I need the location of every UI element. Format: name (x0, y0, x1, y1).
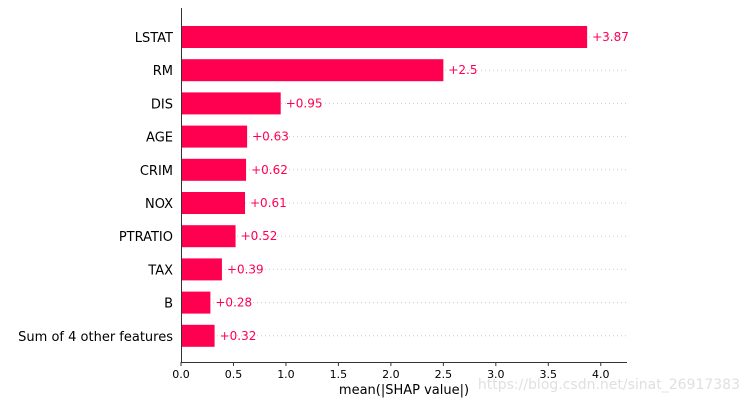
category-label: TAX (147, 263, 173, 278)
category-label: NOX (145, 197, 173, 212)
category-label: RM (153, 64, 173, 79)
x-tick-label: 4.0 (592, 368, 610, 381)
category-label: PTRATIO (119, 230, 173, 245)
bar-1 (181, 59, 444, 82)
x-tick-label: 1.0 (277, 368, 295, 381)
category-label: Sum of 4 other features (18, 330, 173, 345)
x-tick-label: 1.5 (330, 368, 348, 381)
value-label: +0.39 (227, 262, 264, 276)
bar-9 (181, 324, 215, 347)
value-label: +0.61 (250, 196, 287, 210)
bar-5 (181, 192, 246, 214)
x-tick-label: 2.5 (435, 368, 453, 381)
category-label: DIS (151, 97, 173, 112)
x-axis-title: mean(|SHAP value|) (339, 383, 469, 398)
bar-4 (181, 158, 247, 181)
bar-0 (181, 26, 588, 48)
value-label: +0.28 (215, 296, 252, 310)
x-tick-label: 3.5 (540, 368, 558, 381)
x-tick-label: 0.0 (172, 368, 190, 381)
gridlines (181, 36, 627, 337)
category-label: B (164, 297, 173, 312)
category-label: AGE (146, 131, 173, 146)
x-ticks: 0.0 0.5 1.0 1.5 2.0 2.5 3.0 3.5 4.0 (172, 362, 610, 381)
category-label: CRIM (140, 164, 173, 179)
bar-8 (181, 291, 211, 314)
value-label: +0.62 (251, 163, 288, 177)
bar-2 (181, 92, 281, 115)
x-tick-label: 0.5 (225, 368, 243, 381)
x-tick-label: 2.0 (382, 368, 400, 381)
value-labels: +3.87 +2.5 +0.95 +0.63 +0.62 +0.61 +0.52 +0.39 +… (215, 30, 629, 343)
value-label: +0.52 (241, 229, 278, 243)
value-label: +0.95 (286, 96, 323, 110)
category-label: LSTAT (135, 31, 173, 46)
bar-7 (181, 258, 222, 281)
value-label: +0.32 (220, 329, 257, 343)
x-tick-label: 3.0 (487, 368, 505, 381)
bars (181, 26, 588, 347)
watermark: https://blog.csdn.net/sinat_26917383 (478, 377, 740, 393)
category-labels: LSTAT RM DIS AGE CRIM NOX PTRATIO TAX B Sum of 4 … (18, 31, 173, 345)
bar-6 (181, 225, 236, 248)
value-label: +0.63 (252, 130, 289, 144)
bar-3 (181, 125, 248, 148)
value-label: +3.87 (592, 30, 629, 44)
value-label: +2.5 (448, 63, 477, 77)
